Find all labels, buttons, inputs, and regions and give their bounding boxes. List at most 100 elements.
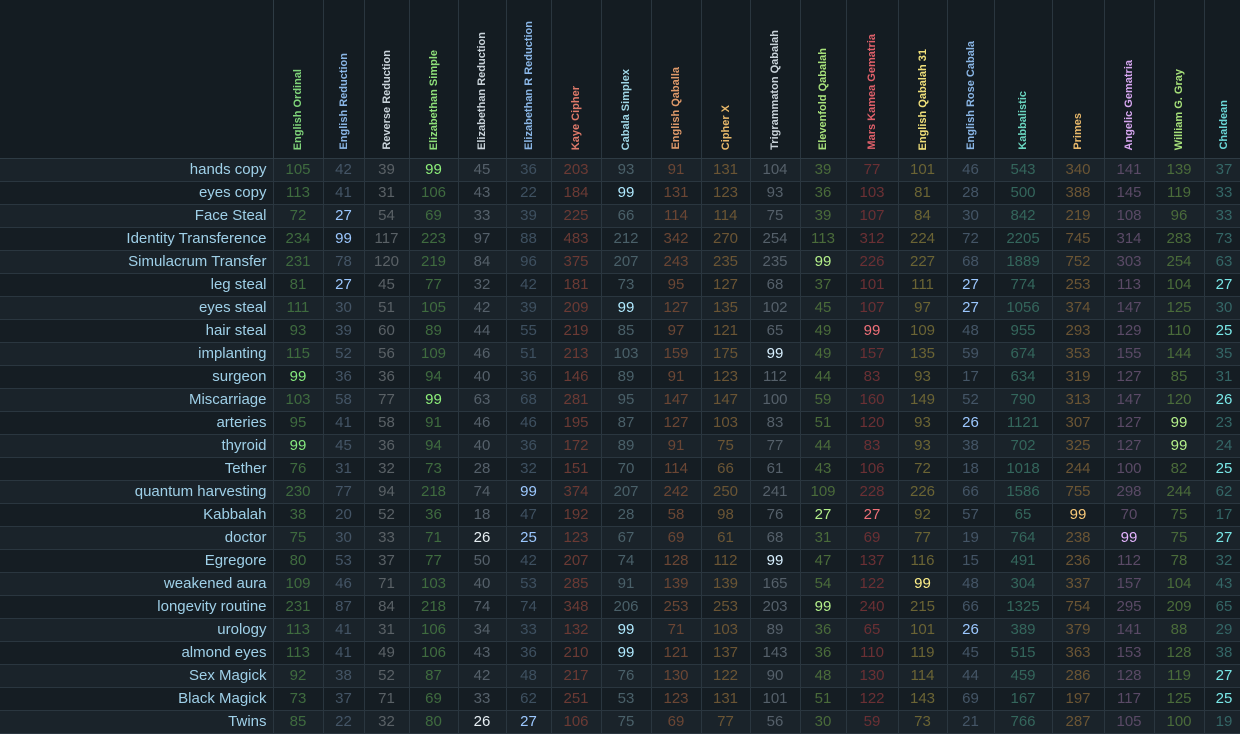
gematria-value-cell[interactable]: 18 (947, 457, 995, 481)
gematria-value-cell[interactable]: 127 (1104, 365, 1155, 389)
gematria-value-cell[interactable]: 45 (458, 158, 507, 182)
gematria-value-cell[interactable]: 77 (750, 434, 801, 458)
gematria-value-cell[interactable]: 25 (1204, 687, 1240, 711)
gematria-value-cell[interactable]: 94 (364, 480, 410, 504)
gematria-value-cell[interactable]: 125 (1154, 296, 1205, 320)
gematria-value-cell[interactable]: 238 (1052, 526, 1105, 550)
gematria-value-cell[interactable]: 74 (601, 549, 652, 573)
gematria-value-cell[interactable]: 66 (947, 595, 995, 619)
gematria-value-cell[interactable]: 51 (506, 342, 552, 366)
gematria-value-cell[interactable]: 226 (846, 250, 899, 274)
gematria-value-cell[interactable]: 27 (800, 503, 847, 527)
gematria-value-cell[interactable]: 18 (458, 503, 507, 527)
gematria-value-cell[interactable]: 88 (1154, 618, 1205, 642)
gematria-value-cell[interactable]: 219 (409, 250, 459, 274)
gematria-value-cell[interactable]: 41 (323, 411, 365, 435)
gematria-value-cell[interactable]: 38 (273, 503, 324, 527)
gematria-value-cell[interactable]: 195 (551, 411, 602, 435)
gematria-value-cell[interactable]: 87 (601, 411, 652, 435)
phrase-label[interactable]: Twins (0, 710, 274, 734)
gematria-value-cell[interactable]: 389 (994, 618, 1053, 642)
gematria-value-cell[interactable]: 103 (701, 618, 751, 642)
gematria-value-cell[interactable]: 157 (1104, 572, 1155, 596)
gematria-value-cell[interactable]: 28 (947, 181, 995, 205)
cipher-header[interactable]: English Reduction (323, 0, 365, 159)
gematria-value-cell[interactable]: 37 (364, 549, 410, 573)
gematria-value-cell[interactable]: 49 (800, 319, 847, 343)
gematria-value-cell[interactable]: 27 (1204, 664, 1240, 688)
gematria-value-cell[interactable]: 43 (458, 181, 507, 205)
gematria-value-cell[interactable]: 35 (1204, 342, 1240, 366)
gematria-value-cell[interactable]: 104 (1154, 572, 1205, 596)
gematria-value-cell[interactable]: 30 (947, 204, 995, 228)
gematria-value-cell[interactable]: 42 (458, 664, 507, 688)
gematria-value-cell[interactable]: 130 (651, 664, 702, 688)
gematria-value-cell[interactable]: 97 (651, 319, 702, 343)
gematria-value-cell[interactable]: 500 (994, 181, 1053, 205)
gematria-value-cell[interactable]: 83 (846, 434, 899, 458)
gematria-value-cell[interactable]: 147 (651, 388, 702, 412)
gematria-value-cell[interactable]: 353 (1052, 342, 1105, 366)
gematria-value-cell[interactable]: 31 (1204, 365, 1240, 389)
gematria-value-cell[interactable]: 39 (800, 204, 847, 228)
gematria-value-cell[interactable]: 374 (551, 480, 602, 504)
gematria-value-cell[interactable]: 283 (1154, 227, 1205, 251)
gematria-value-cell[interactable]: 281 (551, 388, 602, 412)
gematria-value-cell[interactable]: 53 (601, 687, 652, 711)
gematria-value-cell[interactable]: 244 (1052, 457, 1105, 481)
gematria-value-cell[interactable]: 78 (323, 250, 365, 274)
gematria-value-cell[interactable]: 73 (273, 687, 324, 711)
gematria-value-cell[interactable]: 83 (750, 411, 801, 435)
gematria-value-cell[interactable]: 197 (1052, 687, 1105, 711)
gematria-value-cell[interactable]: 121 (651, 641, 702, 665)
gematria-value-cell[interactable]: 243 (651, 250, 702, 274)
gematria-value-cell[interactable]: 31 (364, 618, 410, 642)
gematria-value-cell[interactable]: 27 (947, 296, 995, 320)
gematria-value-cell[interactable]: 32 (458, 273, 507, 297)
phrase-label[interactable]: Black Magick (0, 687, 274, 711)
gematria-value-cell[interactable]: 293 (1052, 319, 1105, 343)
gematria-value-cell[interactable]: 149 (898, 388, 948, 412)
gematria-value-cell[interactable]: 127 (651, 411, 702, 435)
gematria-value-cell[interactable]: 106 (846, 457, 899, 481)
gematria-value-cell[interactable]: 21 (947, 710, 995, 734)
phrase-label[interactable]: Miscarriage (0, 388, 274, 412)
gematria-value-cell[interactable]: 43 (458, 641, 507, 665)
gematria-value-cell[interactable]: 36 (364, 365, 410, 389)
gematria-value-cell[interactable]: 144 (1154, 342, 1205, 366)
gematria-value-cell[interactable]: 61 (701, 526, 751, 550)
gematria-value-cell[interactable]: 36 (506, 641, 552, 665)
gematria-value-cell[interactable]: 146 (551, 365, 602, 389)
gematria-value-cell[interactable]: 123 (701, 365, 751, 389)
gematria-value-cell[interactable]: 253 (701, 595, 751, 619)
gematria-value-cell[interactable]: 87 (323, 595, 365, 619)
gematria-value-cell[interactable]: 56 (750, 710, 801, 734)
phrase-label[interactable]: surgeon (0, 365, 274, 389)
gematria-value-cell[interactable]: 36 (800, 181, 847, 205)
gematria-value-cell[interactable]: 342 (651, 227, 702, 251)
gematria-value-cell[interactable]: 51 (800, 411, 847, 435)
cipher-header[interactable]: Angelic Gematria (1104, 0, 1155, 159)
gematria-value-cell[interactable]: 71 (364, 572, 410, 596)
gematria-value-cell[interactable]: 115 (273, 342, 324, 366)
gematria-value-cell[interactable]: 100 (750, 388, 801, 412)
gematria-value-cell[interactable]: 54 (364, 204, 410, 228)
gematria-value-cell[interactable]: 85 (273, 710, 324, 734)
phrase-label[interactable]: Kabbalah (0, 503, 274, 527)
gematria-value-cell[interactable]: 91 (651, 365, 702, 389)
gematria-value-cell[interactable]: 236 (1052, 549, 1105, 573)
gematria-value-cell[interactable]: 36 (409, 503, 459, 527)
gematria-value-cell[interactable]: 49 (800, 342, 847, 366)
gematria-value-cell[interactable]: 774 (994, 273, 1053, 297)
gematria-value-cell[interactable]: 58 (651, 503, 702, 527)
phrase-label[interactable]: Simulacrum Transfer (0, 250, 274, 274)
cipher-header[interactable]: Elevenfold Qabalah (800, 0, 847, 159)
gematria-value-cell[interactable]: 95 (273, 411, 324, 435)
gematria-value-cell[interactable]: 253 (651, 595, 702, 619)
gematria-value-cell[interactable]: 36 (800, 641, 847, 665)
gematria-value-cell[interactable]: 46 (458, 342, 507, 366)
gematria-value-cell[interactable]: 32 (364, 457, 410, 481)
gematria-value-cell[interactable]: 752 (1052, 250, 1105, 274)
gematria-value-cell[interactable]: 790 (994, 388, 1053, 412)
gematria-value-cell[interactable]: 127 (701, 273, 751, 297)
